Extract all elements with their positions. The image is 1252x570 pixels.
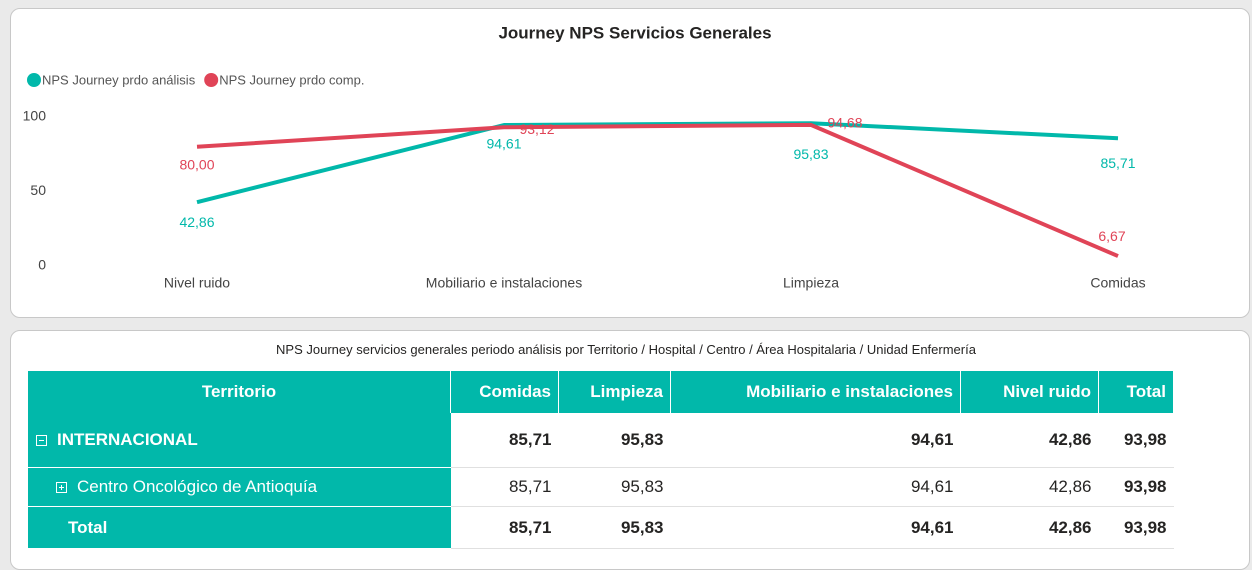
cell-text: 95,83 — [620, 517, 664, 537]
data-label: 42,86 — [179, 214, 214, 230]
cell: 85,71 — [450, 467, 559, 507]
column-header[interactable]: Comidas — [450, 371, 559, 413]
data-label: 95,83 — [793, 146, 828, 162]
cell-text: 95,83 — [620, 477, 664, 496]
header-row: Territorio Comidas Limpieza Mobiliario e in… — [28, 371, 1174, 413]
cell-text: Centro Oncológico de Antioquía — [77, 477, 318, 496]
cell: 94,61 — [670, 506, 961, 549]
legend-label: NPS Journey prdo comp. — [219, 72, 364, 87]
cell: 94,61 — [670, 467, 961, 507]
table-row: Total 85,71 95,83 94,61 42,86 93,98 — [28, 506, 1174, 549]
data-label: 85,71 — [1100, 155, 1135, 171]
row-header[interactable]: INTERNACIONAL — [28, 413, 451, 468]
column-header[interactable]: Nivel ruido — [960, 371, 1099, 413]
cell-text: 42,86 — [1048, 517, 1092, 537]
cell: 42,86 — [960, 413, 1099, 468]
legend-swatch — [204, 73, 219, 87]
column-header[interactable]: Mobiliario e instalaciones — [670, 371, 961, 413]
cell: 95,83 — [558, 506, 671, 549]
cell-text: Total — [68, 517, 108, 537]
column-header[interactable]: Total — [1098, 371, 1174, 413]
series-line — [196, 121, 1119, 205]
cell-text: 93,98 — [1123, 477, 1167, 496]
y-tick-label: 0 — [38, 257, 46, 273]
cell: 95,83 — [558, 413, 671, 468]
y-tick-label: 100 — [23, 108, 47, 124]
cell-text: 93,98 — [1123, 430, 1167, 449]
chart-card — [10, 8, 1250, 318]
x-tick-label: Mobiliario e instalaciones — [426, 275, 582, 291]
expand-icon[interactable] — [56, 482, 67, 494]
cell-text: 85,71 — [508, 517, 552, 537]
data-label: 94,61 — [486, 136, 521, 152]
row-header: Total — [28, 506, 451, 549]
cell-text: 85,71 — [508, 477, 552, 496]
cell-text: 94,61 — [910, 430, 954, 449]
x-tick-label: Limpieza — [783, 275, 839, 291]
matrix-table: Territorio Comidas Limpieza Mobiliario e in… — [28, 371, 1174, 549]
cell: 42,86 — [960, 506, 1099, 549]
series-line — [196, 122, 1119, 258]
x-tick-label: Nivel ruido — [164, 275, 230, 291]
cell-text: 95,83 — [620, 430, 664, 449]
cell: 85,71 — [450, 506, 559, 549]
data-label: 80,00 — [179, 157, 214, 173]
collapse-icon[interactable] — [36, 435, 47, 447]
table-row: Centro Oncológico de Antioquía 85,71 95,83… — [28, 467, 1174, 507]
chart-title: Journey NPS Servicios Generales — [498, 23, 771, 42]
y-tick-label: 50 — [30, 182, 46, 198]
x-tick-label: Comidas — [1090, 275, 1145, 291]
cell: 85,71 — [450, 413, 559, 468]
cell-text: 85,71 — [508, 430, 552, 449]
table-row: INTERNACIONAL 85,71 95,83 94,61 42,86 93,98 — [28, 413, 1174, 468]
cell: 94,61 — [670, 413, 961, 468]
cell-text: 93,98 — [1123, 517, 1167, 537]
cell-text: 42,86 — [1048, 477, 1092, 496]
row-header[interactable]: Centro Oncológico de Antioquía — [28, 467, 451, 507]
page: Journey NPS Servicios Generales 0 50 100 Ni… — [10, 8, 1250, 570]
column-header[interactable]: Limpieza — [558, 371, 671, 413]
cell: 93,98 — [1098, 413, 1174, 468]
cell: 95,83 — [558, 467, 671, 507]
cell: 93,98 — [1098, 506, 1174, 549]
cell-text: 94,61 — [910, 477, 954, 496]
cell: 42,86 — [960, 467, 1099, 507]
cell-text: 94,61 — [910, 517, 954, 537]
legend-swatch — [27, 73, 41, 87]
table-title: NPS Journey servicios generales periodo … — [276, 342, 976, 357]
column-header[interactable]: Territorio — [28, 371, 451, 413]
chart: Journey NPS Servicios Generales 0 50 100 Ni… — [23, 23, 1146, 291]
data-label: 93,12 — [519, 121, 554, 137]
data-label: 6,67 — [1098, 228, 1125, 244]
cell: 93,98 — [1098, 467, 1174, 507]
data-label: 94,68 — [827, 115, 862, 131]
cell-text: INTERNACIONAL — [57, 430, 198, 449]
legend-label: NPS Journey prdo análisis — [42, 72, 196, 87]
cell-text: 42,86 — [1048, 430, 1092, 449]
